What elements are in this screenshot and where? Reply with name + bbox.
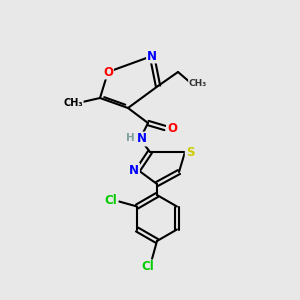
Text: CH₃: CH₃ [189,80,207,88]
Text: N: N [147,50,157,62]
Text: CH₃: CH₃ [63,98,83,108]
Text: S: S [186,146,194,158]
Text: N: N [129,164,139,176]
Text: Cl: Cl [142,260,154,274]
Text: H: H [126,133,134,143]
Text: O: O [167,122,177,134]
Text: O: O [103,65,113,79]
Text: N: N [137,133,147,146]
Text: Cl: Cl [105,194,118,207]
